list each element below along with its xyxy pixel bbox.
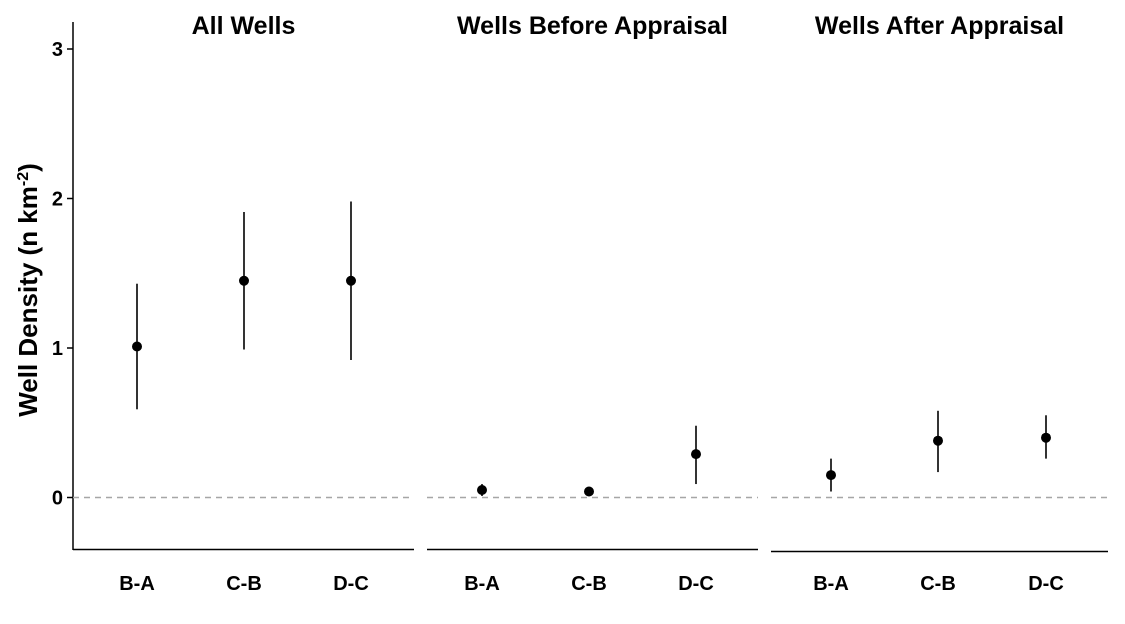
x-tick-label: D-C <box>678 573 714 595</box>
x-tick-label: B-A <box>813 573 849 595</box>
x-tick-label: D-C <box>1028 573 1064 595</box>
y-tick-label: 1 <box>52 338 63 360</box>
x-tick-label: C-B <box>226 573 262 595</box>
y-tick-label: 2 <box>52 189 63 211</box>
data-point <box>933 435 943 446</box>
x-tick-label: B-A <box>464 573 500 595</box>
panel-title: All Wells <box>192 12 296 40</box>
panel-title: Wells After Appraisal <box>815 12 1064 40</box>
data-point <box>239 275 249 286</box>
data-point <box>691 449 701 460</box>
panel-title: Wells Before Appraisal <box>457 12 728 40</box>
data-point <box>346 275 356 286</box>
data-point <box>1041 432 1051 443</box>
y-tick-label: 0 <box>52 488 63 510</box>
x-tick-label: B-A <box>119 573 155 595</box>
x-tick-label: C-B <box>920 573 956 595</box>
y-axis-title: Well Density (n km-2) <box>13 163 43 417</box>
x-tick-label: D-C <box>333 573 369 595</box>
data-point <box>584 486 594 497</box>
data-point <box>826 470 836 481</box>
y-tick-label: 3 <box>52 39 63 61</box>
x-tick-label: C-B <box>571 573 607 595</box>
data-point <box>132 341 142 352</box>
data-point <box>477 485 487 496</box>
